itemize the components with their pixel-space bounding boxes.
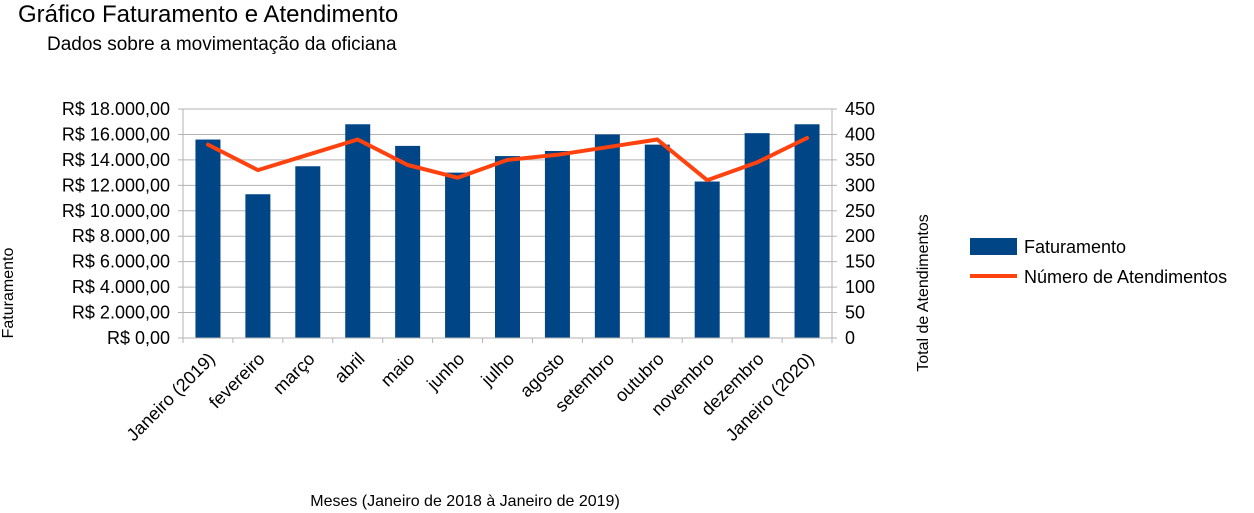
point-atendimentos <box>706 179 708 181</box>
y-tick-label: R$ 18.000,00 <box>62 99 170 119</box>
x-tick-label: março <box>269 349 319 399</box>
y2-axis-ticks: 0 50 100 150 200 250 300 350 400 450 <box>845 99 875 348</box>
bar-faturamento <box>245 194 271 338</box>
y-tick-label: R$ 6.000,00 <box>72 252 170 272</box>
y-tick-label: R$ 2.000,00 <box>72 303 170 323</box>
point-atendimentos <box>606 146 608 148</box>
bar-faturamento <box>594 134 620 338</box>
y2-tick-label: 450 <box>845 99 875 119</box>
x-tick-label: maio <box>377 349 419 391</box>
y-axis-title: Faturamento <box>0 248 17 339</box>
x-tick-label: Janeiro (2020) <box>722 349 818 445</box>
x-tick-label: Janeiro (2019) <box>123 349 219 445</box>
y2-tick-label: 250 <box>845 201 875 221</box>
y2-tick-label: 400 <box>845 124 875 144</box>
y-tick-label: R$ 16.000,00 <box>62 124 170 144</box>
bar-faturamento <box>694 181 720 338</box>
axes <box>178 108 837 343</box>
y2-tick-label: 150 <box>845 252 875 272</box>
point-atendimentos <box>207 144 209 146</box>
x-tick-label: fevereiro <box>205 349 269 413</box>
point-atendimentos <box>457 177 459 179</box>
legend-label-faturamento: Faturamento <box>1024 237 1126 257</box>
point-atendimentos <box>556 154 558 156</box>
y-tick-label: R$ 8.000,00 <box>72 226 170 246</box>
point-atendimentos <box>656 139 658 141</box>
y2-tick-label: 100 <box>845 277 875 297</box>
legend: Faturamento Número de Atendimentos <box>970 237 1227 287</box>
y-axis-ticks: R$ 0,00 R$ 2.000,00 R$ 4.000,00 R$ 6.000,00… <box>62 99 170 348</box>
x-tick-label: julho <box>477 349 519 391</box>
bar-faturamento <box>295 166 321 338</box>
y2-tick-label: 200 <box>845 226 875 246</box>
x-axis-title: Meses (Janeiro de 2018 à Janeiro de 2019… <box>310 493 620 510</box>
x-axis-ticks: Janeiro (2019)fevereiro março abril maio jun… <box>123 349 818 445</box>
chart-title: Gráfico Faturamento e Atendimento <box>18 1 399 28</box>
point-atendimentos <box>307 154 309 156</box>
legend-swatch-faturamento <box>970 238 1017 255</box>
point-atendimentos <box>756 161 758 163</box>
point-atendimentos <box>357 139 359 141</box>
bar-faturamento <box>544 150 570 338</box>
y2-tick-label: 350 <box>845 150 875 170</box>
bar-faturamento <box>345 124 371 339</box>
point-atendimentos <box>507 159 508 161</box>
y2-tick-label: 300 <box>845 175 875 195</box>
bar-faturamento <box>195 139 221 338</box>
point-atendimentos <box>257 169 259 171</box>
bar-series <box>195 124 820 339</box>
y-tick-label: R$ 0,00 <box>107 328 170 348</box>
y-tick-label: R$ 10.000,00 <box>62 201 170 221</box>
bar-faturamento <box>495 156 520 338</box>
y2-axis-title: Total de Atendimentos <box>915 214 932 371</box>
bar-faturamento <box>395 145 421 338</box>
point-atendimentos <box>806 137 808 139</box>
chart-subtitle: Dados sobre a movimentação da oficiana <box>47 34 397 55</box>
y-tick-label: R$ 14.000,00 <box>62 150 170 170</box>
point-atendimentos <box>407 164 409 166</box>
y-tick-label: R$ 4.000,00 <box>72 277 170 297</box>
x-tick-label: abril <box>330 349 368 387</box>
legend-label-atendimentos: Número de Atendimentos <box>1024 267 1227 287</box>
y-tick-label: R$ 12.000,00 <box>62 175 170 195</box>
y2-tick-label: 50 <box>845 303 865 323</box>
line-series <box>206 136 809 183</box>
x-tick-label: junho <box>422 349 468 395</box>
y2-tick-label: 0 <box>845 328 855 348</box>
bar-faturamento <box>794 124 820 339</box>
bar-faturamento <box>445 172 471 338</box>
bar-faturamento <box>644 144 670 338</box>
